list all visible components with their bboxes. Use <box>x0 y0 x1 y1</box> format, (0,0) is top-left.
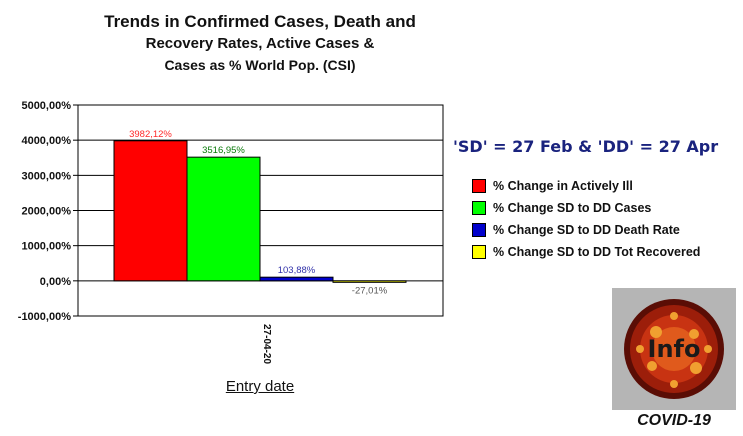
covid-info-logo: Info <box>612 288 736 410</box>
y-tick-label: 2000,00% <box>21 206 71 218</box>
chart-title-line-2: Recovery Rates, Active Cases & <box>145 35 375 52</box>
chart-title-line-1: Trends in Confirmed Cases, Death and <box>104 12 416 31</box>
legend-swatch <box>472 179 486 193</box>
legend-label: % Change in Actively Ill <box>493 179 633 193</box>
data-label: 103,88% <box>278 265 316 276</box>
legend-swatch <box>472 245 486 259</box>
bar <box>259 276 334 282</box>
logo-caption: COVID-19 <box>637 412 711 429</box>
y-tick-label: 4000,00% <box>21 135 71 147</box>
legend-item: % Change in Actively Ill <box>472 175 700 197</box>
y-tick-label: 0,00% <box>40 276 71 288</box>
legend-label: % Change SD to DD Death Rate <box>493 223 680 237</box>
logo-text: Info <box>647 335 701 363</box>
chart-title-line-3: Cases as % World Pop. (CSI) <box>164 57 356 73</box>
bar <box>332 280 407 283</box>
legend-swatch <box>472 201 486 215</box>
legend: % Change in Actively Ill % Change SD to D… <box>472 175 700 263</box>
x-tick-label: 27-04-20 <box>261 324 272 364</box>
plot-frame <box>77 104 444 317</box>
legend-item: % Change SD to DD Tot Recovered <box>472 241 700 263</box>
virus-icon <box>624 299 724 399</box>
data-label: 3982,12% <box>129 129 172 140</box>
y-tick-label: 5000,00% <box>21 100 71 112</box>
y-tick-label: 1000,00% <box>21 241 71 253</box>
y-tick-label: -1000,00% <box>18 311 71 323</box>
chart-title: Trends in Confirmed Cases, Death and Rec… <box>40 10 480 75</box>
chart-subtitle: 'SD' = 27 Feb & 'DD' = 27 Apr <box>453 137 719 156</box>
legend-label: % Change SD to DD Tot Recovered <box>493 245 701 259</box>
data-label: -27,01% <box>352 285 388 296</box>
legend-item: % Change SD to DD Death Rate <box>472 219 700 241</box>
data-label: 3516,95% <box>202 145 245 156</box>
legend-label: % Change SD to DD Cases <box>493 201 652 215</box>
legend-swatch <box>472 223 486 237</box>
legend-item: % Change SD to DD Cases <box>472 197 700 219</box>
bar <box>186 156 261 282</box>
y-tick-label: 3000,00% <box>21 170 71 182</box>
x-axis-label: Entry date <box>225 378 295 395</box>
bar <box>113 140 188 282</box>
